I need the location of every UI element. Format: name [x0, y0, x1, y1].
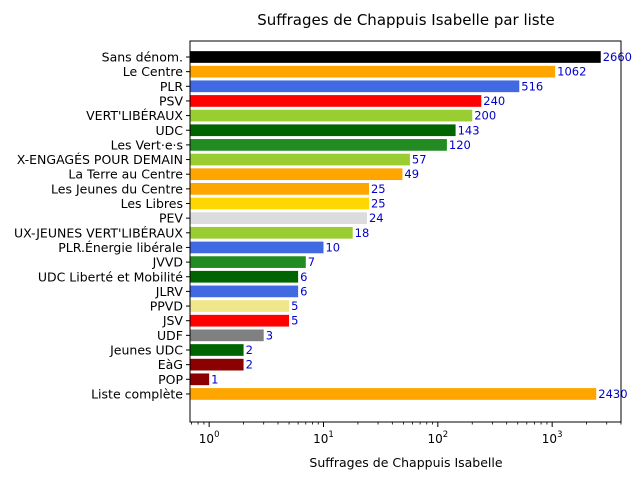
value-label: 24 — [369, 211, 384, 225]
x-tick-label: 101 — [313, 430, 334, 446]
x-tick-base: 10 — [313, 432, 328, 446]
bar — [190, 51, 601, 63]
bars-layer — [190, 51, 601, 400]
value-label: 18 — [355, 226, 370, 240]
bar — [190, 285, 299, 298]
category-label: Sans dénom. — [102, 50, 183, 65]
bar — [190, 314, 290, 327]
bar — [190, 212, 367, 224]
value-label: 25 — [371, 197, 386, 211]
category-label: La Terre au Centre — [68, 167, 183, 182]
category-label: Les Jeunes du Centre — [51, 181, 183, 196]
value-label: 5 — [291, 299, 298, 313]
bar — [190, 95, 482, 107]
category-label: UDC — [155, 123, 183, 138]
category-label: PSV — [159, 93, 183, 108]
bar — [190, 226, 353, 239]
category-label: VERT'LIBÉRAUX — [86, 108, 183, 123]
value-label: 1062 — [557, 65, 586, 79]
category-label: PLR.Énergie libérale — [58, 240, 183, 255]
category-label: PEV — [159, 211, 183, 226]
category-label: PLR — [160, 79, 184, 94]
category-label: POP — [158, 372, 183, 387]
value-label: 5 — [291, 314, 298, 328]
category-label: Le Centre — [123, 64, 184, 79]
x-tick-base: 10 — [199, 432, 214, 446]
value-label: 7 — [308, 255, 315, 269]
bar — [190, 168, 403, 181]
category-label: Jeunes UDC — [109, 343, 183, 358]
bar — [190, 300, 290, 312]
value-label: 2 — [246, 358, 253, 372]
x-tick-exponent: 1 — [328, 430, 333, 440]
value-label: 200 — [474, 109, 496, 123]
value-label: 1 — [211, 372, 218, 386]
x-tick-base: 10 — [542, 432, 557, 446]
category-label: PPVD — [150, 299, 183, 314]
bar — [190, 329, 264, 342]
plot-frame — [189, 40, 622, 423]
category-label: UDC Liberté et Mobilité — [38, 269, 183, 284]
category-label: Liste complète — [91, 386, 183, 401]
bar — [190, 373, 210, 386]
value-label: 25 — [371, 182, 386, 196]
category-labels: Sans dénom.Le CentrePLRPSVVERT'LIBÉRAUXU… — [14, 50, 184, 402]
value-label: 2 — [246, 343, 253, 357]
bar — [190, 183, 369, 195]
value-label: 516 — [521, 79, 543, 93]
bar — [190, 109, 473, 122]
x-tick-exponent: 0 — [214, 430, 219, 440]
category-label: Les Libres — [121, 196, 183, 211]
category-label: X-ENGAGÉS POUR DEMAIN — [17, 152, 183, 167]
bar — [190, 153, 410, 166]
value-labels: 2660106251624020014312057492525241810766… — [211, 50, 632, 401]
value-label: 240 — [483, 94, 505, 108]
category-label: EàG — [158, 357, 183, 372]
value-label: 3 — [266, 328, 273, 342]
bar — [190, 344, 244, 356]
bar — [190, 65, 556, 78]
value-label: 6 — [300, 270, 307, 284]
value-label: 2660 — [603, 50, 632, 64]
value-label: 6 — [300, 284, 307, 298]
category-label: UX-JEUNES VERT'LIBÉRAUX — [14, 225, 183, 240]
x-tick-base: 10 — [427, 432, 442, 446]
bar — [190, 124, 456, 137]
x-tick-label: 102 — [427, 430, 448, 446]
bar — [190, 197, 369, 210]
category-label: UDF — [157, 328, 183, 343]
bar — [190, 270, 299, 283]
bar — [190, 241, 324, 254]
value-label: 57 — [412, 153, 427, 167]
bar — [190, 139, 447, 151]
value-label: 2430 — [598, 387, 627, 401]
value-label: 49 — [404, 167, 419, 181]
x-tick-label: 100 — [199, 430, 220, 446]
x-tick-label: 103 — [542, 430, 563, 446]
value-label: 10 — [325, 240, 340, 254]
x-tick-exponent: 3 — [557, 430, 562, 440]
value-label: 143 — [458, 123, 480, 137]
chart-title: Suffrages de Chappuis Isabelle par liste — [257, 11, 554, 29]
category-label: Les Vert·e·s — [111, 137, 183, 152]
category-label: JLRV — [155, 284, 184, 299]
category-label: JSV — [162, 313, 184, 328]
value-label: 120 — [449, 138, 471, 152]
category-label: JVVD — [152, 255, 183, 270]
x-axis-label: Suffrages de Chappuis Isabelle — [309, 455, 502, 470]
bar — [190, 358, 244, 371]
x-tick-exponent: 2 — [443, 430, 448, 440]
bar — [190, 80, 520, 93]
bar — [190, 388, 597, 400]
bar — [190, 256, 306, 268]
